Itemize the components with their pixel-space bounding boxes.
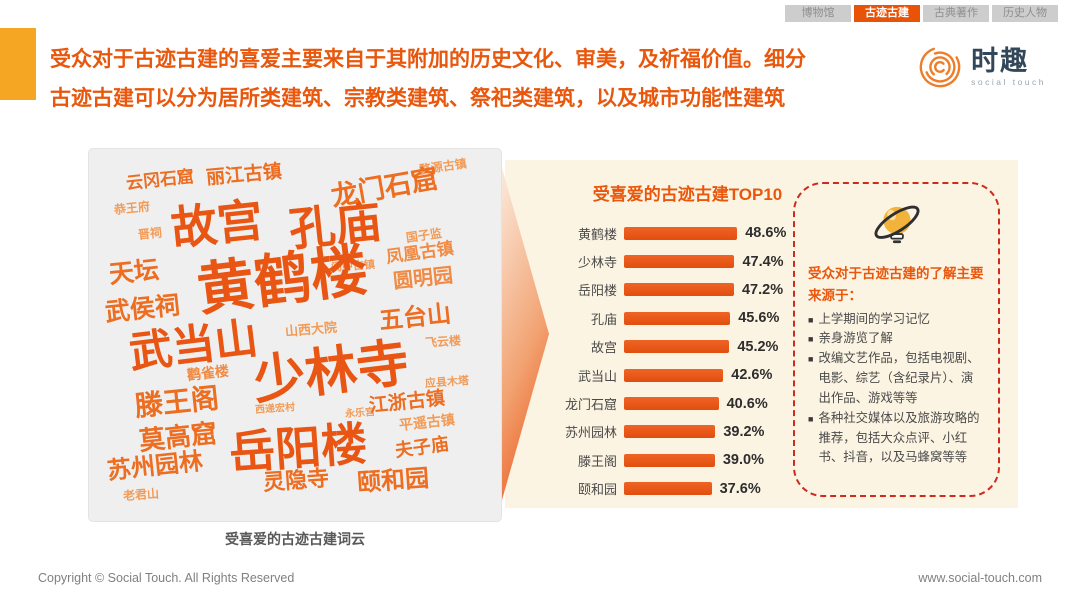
bar [624,425,716,439]
bar-value: 42.6% [731,367,773,384]
bar-row: 武当山 42.6% [545,361,795,389]
insight-list: ■ 上学期间的学习记忆 ■ 亲身游览了解 ■ 改编文艺作品，包括电视剧、电影、综艺（含纪录… [808,310,985,469]
bar-label: 苏州园林 [564,425,617,441]
bar-row: 故宫 45.2% [545,333,795,361]
nav-tab[interactable]: 古典著作 [923,5,989,22]
bar-list: 黄鹤楼 48.6% 少林寺 47.4% 岳阳楼 47.2% 孔庙 45.6% 故宫 45.2% 武当… [545,219,795,503]
wordcloud-word: 颐和园 [356,465,430,497]
bar [624,368,724,382]
bar-row: 岳阳楼 47.2% [545,276,795,304]
wordcloud-word: 天坛 [107,255,161,289]
wordcloud-panel: 云冈石窟 丽江古镇 婺源古镇 恭王府 故宫 孔庙 龙门石窟 晋祠 国子监 凤凰古镇 天坛 阆中古镇 圆明… [88,148,502,522]
spiral-logo-icon [919,46,961,88]
bar-row: 少林寺 47.4% [545,247,795,275]
insight-box: 受众对于古迹古建的了解主要来源于： ■ 上学期间的学习记忆 ■ 亲身游览了解 ■ 改编文艺… [793,182,1000,497]
bar-value: 37.6% [719,480,761,497]
bar-label: 少林寺 [577,255,617,271]
bar-value: 47.4% [742,253,784,270]
nav-tabs: 博物馆 古迹古建 古典著作 历史人物 [785,5,1058,22]
nav-tab[interactable]: 古迹古建 [854,5,920,22]
logo-name: 时趣 [971,46,1030,76]
footer-website[interactable]: www.social-touch.com [918,571,1042,585]
insight-bullet-text: 上学期间的学习记忆 [818,311,930,326]
bullet-square-icon: ■ [808,413,814,424]
logo-text: 时趣 social touch [971,47,1046,87]
insight-bullet-text: 各种社交媒体以及旅游攻略的推荐，包括大众点评、小红书、抖音，以及马蜂窝等等 [818,410,980,465]
wordcloud-word: 龙门石窟 [328,163,441,212]
bar-value: 45.2% [737,338,779,355]
arrow-right-shape [502,168,549,500]
bar-label: 黄鹤楼 [577,226,617,242]
bar [624,453,715,467]
nav-tab[interactable]: 博物馆 [785,5,851,22]
bar-label: 故宫 [590,340,617,356]
chart-title: 受喜爱的古迹古建TOP10 [592,185,783,204]
bar [624,397,719,411]
bar-value: 39.2% [723,423,765,440]
bar-value: 45.6% [738,310,780,327]
accent-block [0,28,36,100]
bar [624,340,730,354]
logo-subtitle: social touch [971,77,1046,87]
insight-bullet: ■ 上学期间的学习记忆 [808,310,985,330]
insight-bullet: ■ 改编文艺作品，包括电视剧、电影、综艺（含纪录片）、演出作品、游戏等等 [808,349,985,409]
page-title-line2: 古迹古建可以分为居所类建筑、宗教类建筑、祭祀类建筑，以及城市功能性建筑 [50,87,785,110]
bar-row: 孔庙 45.6% [545,304,795,332]
bar [624,283,734,297]
bar-label: 岳阳楼 [577,283,617,299]
insight-heading: 受众对于古迹古建的了解主要来源于： [808,266,984,304]
social-touch-logo: 时趣 social touch [917,44,1046,90]
bullet-square-icon: ■ [808,354,814,365]
wordcloud-word: 圆明园 [392,264,455,293]
bar [624,255,735,269]
bar-value: 48.6% [745,225,787,242]
wordcloud-word: 老君山 [122,486,160,503]
bar-value: 47.2% [741,281,784,298]
bar-row: 滕王阁 39.0% [545,446,795,474]
bar-label: 孔庙 [590,311,617,327]
wordcloud-caption: 受喜爱的古迹古建词云 [225,531,365,547]
wordcloud-word: 飞云楼 [424,333,462,350]
bar [624,311,731,325]
lightbulb-icon [808,196,985,259]
bar-value: 40.6% [726,395,768,412]
insight-bullet-text: 亲身游览了解 [818,331,893,346]
bar-label: 龙门石窟 [564,397,617,413]
bullet-square-icon: ■ [808,334,814,345]
wordcloud-word: 平遥古镇 [398,411,456,433]
insight-bullet-text: 改编文艺作品，包括电视剧、电影、综艺（含纪录片）、演出作品、游戏等等 [818,351,980,405]
bar-label: 武当山 [577,368,617,384]
content-panel: 受喜爱的古迹古建TOP10 黄鹤楼 48.6% 少林寺 47.4% 岳阳楼 47.2% 孔庙… [502,160,1018,508]
bar-row: 黄鹤楼 48.6% [545,219,795,247]
wordcloud-word: 晋祠 [137,225,163,242]
bar-label: 颐和园 [577,482,617,498]
top10-bar-chart: 受喜爱的古迹古建TOP10 黄鹤楼 48.6% 少林寺 47.4% 岳阳楼 47.2% 孔庙… [545,180,795,503]
page-title-line1: 受众对于古迹古建的喜爱主要来自于其附加的历史文化、审美，及祈福价值。细分 [50,48,806,71]
nav-tab[interactable]: 历史人物 [992,5,1058,22]
bar-value: 39.0% [722,452,764,469]
wordcloud-word: 云冈石窟 [125,166,195,193]
footer-copyright: Copyright © Social Touch. All Rights Res… [38,571,295,585]
insight-bullet: ■ 各种社交媒体以及旅游攻略的推荐，包括大众点评、小红书、抖音，以及马蜂窝等等 [808,409,985,469]
wordcloud-word: 苏州园林 [105,448,205,485]
page-title: 受众对于古迹古建的喜爱主要来自于其附加的历史文化、审美，及祈福价值。细分 古迹古… [50,40,920,118]
wordcloud-word: 恭王府 [113,199,151,217]
insight-bullet: ■ 亲身游览了解 [808,329,985,349]
bar-row: 苏州园林 39.2% [545,418,795,446]
bar-row: 龙门石窟 40.6% [545,389,795,417]
wordcloud-word: 灵隐寺 [262,465,330,495]
bar-label: 滕王阁 [577,453,617,469]
bullet-square-icon: ■ [808,314,814,325]
bar [624,226,738,240]
bar-row: 颐和园 37.6% [545,475,795,503]
bar [624,482,712,496]
